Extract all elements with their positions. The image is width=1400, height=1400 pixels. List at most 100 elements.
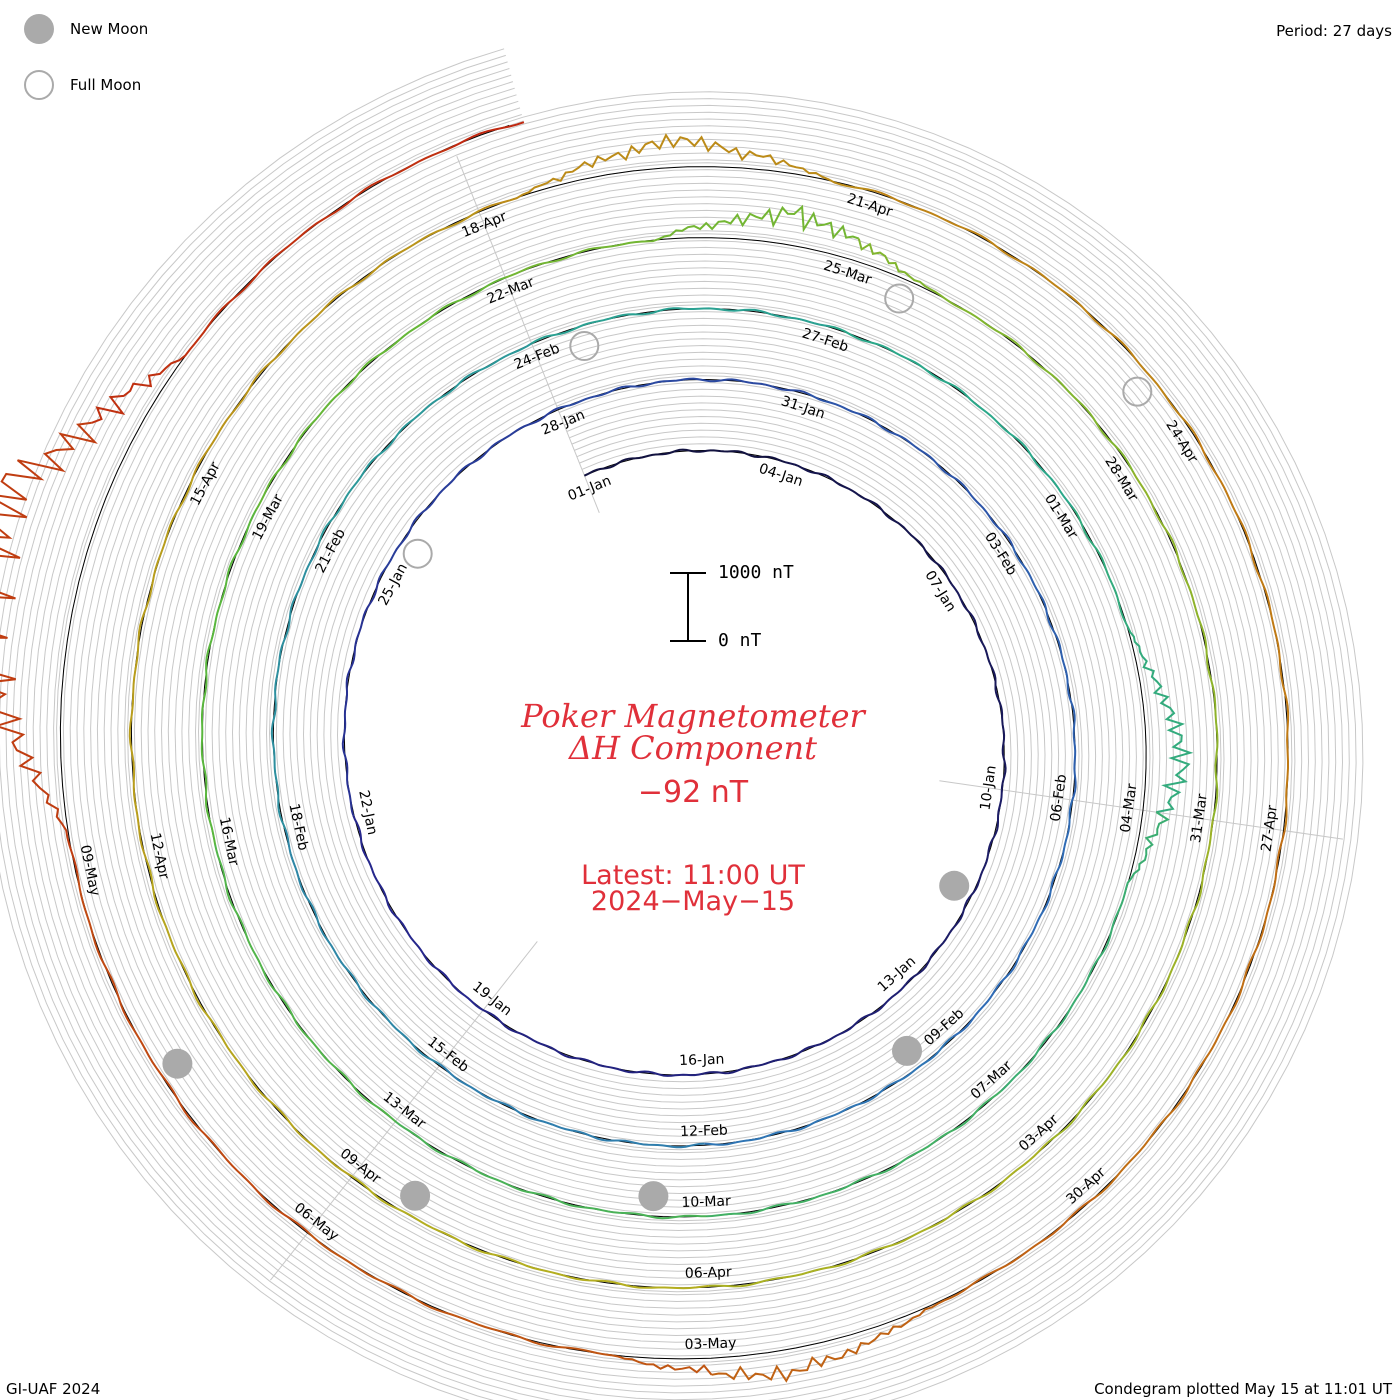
series-segment [91,145,454,424]
date-label: 01-Jan [566,473,614,505]
full-moon-marker [884,283,915,314]
series-segment [874,189,1196,435]
moon-markers [162,283,1153,1212]
legend-full-moon-label: Full Moon [70,76,142,94]
full-moon-marker [402,538,433,569]
series-segment [76,872,309,1234]
series-segment [452,121,525,148]
series-segment [531,307,831,345]
legend-new-moon: New Moon [24,12,148,46]
grid-line [5,68,1344,1400]
series-segment [307,1231,713,1376]
date-label: 16-Jan [679,1052,725,1069]
series-segment [200,510,257,845]
date-spoke [270,941,538,1281]
footer-credit: GI-UAF 2024 [6,1380,101,1398]
grid-line [0,61,1350,1400]
series-segment [950,583,1007,790]
series-segment [214,844,397,1123]
series-segment [1000,811,1170,1092]
grid-line [53,114,1296,1367]
series-segment [341,577,381,816]
series-segment [317,342,533,545]
date-labels: 01-Jan 04-Jan07-Jan10-Jan13-Jan16-Jan19-J… [77,191,1281,1353]
series-segment [1095,830,1286,1198]
date-spoke [456,156,600,513]
new-moon-marker [162,1048,193,1079]
latest-time: Latest: 11:00 UT [581,860,805,891]
grid-line [25,87,1323,1394]
series-segment [1072,508,1194,814]
new-moon-icon [24,14,54,44]
series-segment [378,407,558,578]
scale-top-label: 1000 nT [718,562,794,583]
series-segment [270,544,320,831]
series-segment [439,1063,705,1149]
series-segment [905,789,1003,985]
series-segment [829,325,1075,510]
chart-title-line1: Poker Magnetometer [521,697,865,735]
current-value: −92 nT [637,775,749,810]
new-moon-marker [400,1180,431,1211]
series-segment [701,983,907,1075]
new-moon-marker [638,1181,669,1212]
grid-line [19,81,1330,1400]
new-moon-marker [892,1035,922,1066]
series-segment [352,815,484,1011]
date-label: 06-Apr [685,1264,733,1281]
grid-line [39,100,1310,1380]
full-moon-marker [569,331,600,361]
grid-layer [0,48,1364,1400]
legend-new-moon-label: New Moon [70,20,149,38]
moon-legend: New Moon Full Moon [24,12,148,124]
series-segment [1193,433,1290,831]
series-segment [557,377,809,410]
scale-bar [670,572,706,642]
chart-title-line2: ΔH Component [568,729,818,767]
date-label: 27-Apr [1258,804,1281,853]
series-segment [254,276,506,512]
series-segment [1011,545,1077,801]
date-label: 21-Feb [312,526,349,576]
date-label: 19-Mar [249,492,287,543]
date-label: 13-Jan [875,953,919,995]
series-segment [145,858,353,1178]
series-segment [952,799,1074,1038]
series-segment [351,1175,709,1290]
date-label: 10-Jan [977,764,999,811]
full-moon-marker [1122,376,1153,407]
series-segment [704,1036,954,1146]
date-label: 10-Mar [681,1193,731,1211]
series-segment [711,1196,1097,1383]
legend-full-moon: Full Moon [24,68,148,102]
series-segment [857,238,1134,473]
date-label: 31-Mar [1188,793,1211,844]
date-spokes [270,156,1343,1281]
date-label: 12-Feb [680,1123,728,1140]
series-segment [1132,471,1219,821]
series-segment [706,1090,1002,1218]
series-segment [1046,820,1214,1144]
scale-bottom-label: 0 nT [718,630,762,651]
date-label: 25-Mar [821,258,873,289]
date-label: 25-Jan [375,561,410,608]
grid-line [46,107,1303,1374]
grid-line [0,54,1357,1400]
series-segment [784,461,953,585]
date-label: 07-Jan [921,568,958,615]
grid-line [32,94,1316,1387]
grid-line [12,74,1337,1400]
series-segment [478,133,875,212]
period-label: Period: 27 days [1276,22,1392,40]
series-segment [504,204,860,279]
footer-plot-time: Condegram plotted May 15 at 11:01 UT [1094,1380,1392,1398]
series-segment [708,1142,1049,1288]
series-lines [0,121,1290,1383]
series-segment [0,421,98,874]
series-segment [807,392,1014,547]
grid-line [0,48,1364,1400]
date-label: 04-Mar [1118,782,1141,833]
date-spoke [939,780,1343,840]
series-segment [192,210,480,478]
